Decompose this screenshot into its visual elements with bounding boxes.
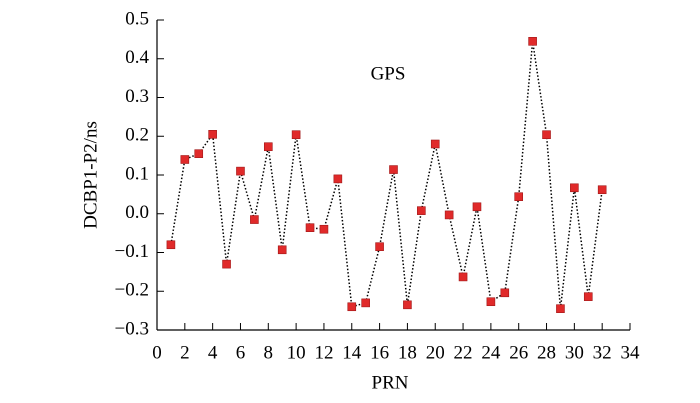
- x-axis-label: PRN: [372, 372, 409, 393]
- marker: [305, 223, 315, 232]
- marker: [570, 183, 579, 193]
- x-tick-label: 10: [287, 342, 306, 363]
- marker: [514, 192, 524, 201]
- marker: [500, 288, 510, 298]
- marker: [528, 37, 537, 46]
- x-tick-label: 30: [565, 342, 584, 363]
- marker: [389, 165, 398, 174]
- x-tick-label: 24: [481, 342, 501, 363]
- marker: [597, 185, 607, 195]
- marker: [180, 155, 190, 164]
- x-tick-label: 18: [398, 342, 417, 363]
- marker: [556, 304, 565, 313]
- marker: [542, 130, 551, 139]
- marker: [458, 272, 468, 282]
- y-tick-label: 0.2: [125, 125, 149, 146]
- marker: [291, 130, 301, 139]
- y-tick-label: 0.4: [125, 47, 149, 68]
- y-tick-label: −0.1: [115, 241, 149, 262]
- marker: [319, 224, 329, 234]
- x-tick-label: 0: [152, 342, 162, 363]
- y-tick-label: 0.0: [125, 202, 149, 223]
- y-axis-label: DCBP1-P2/ns: [80, 121, 101, 229]
- y-tick-label: 0.5: [125, 8, 149, 29]
- marker: [166, 240, 176, 250]
- x-tick-label: 6: [236, 342, 246, 363]
- x-tick-label: 20: [426, 342, 445, 363]
- x-tick-label: 22: [454, 342, 473, 363]
- marker: [222, 259, 231, 269]
- y-tick-label: 0.3: [125, 86, 149, 107]
- marker: [263, 142, 273, 152]
- x-tick-label: 12: [314, 342, 333, 363]
- marker: [486, 297, 496, 307]
- marker: [417, 206, 426, 215]
- series-line: [170, 41, 603, 309]
- x-tick-label: 16: [370, 342, 389, 363]
- marker: [472, 202, 482, 212]
- marker: [333, 174, 343, 184]
- x-tick-label: 14: [342, 342, 362, 363]
- y-tick-label: 0.1: [125, 163, 149, 184]
- x-tick-label: 8: [264, 342, 274, 363]
- marker: [208, 130, 217, 139]
- marker: [236, 166, 245, 176]
- marker: [444, 210, 454, 220]
- y-tick-label: −0.3: [115, 318, 149, 339]
- marker: [583, 292, 593, 301]
- x-tick-label: 34: [621, 342, 641, 363]
- marker: [250, 215, 259, 224]
- x-tick-label: 28: [537, 342, 556, 363]
- marker: [375, 242, 384, 251]
- marker: [194, 149, 204, 158]
- marker: [403, 300, 412, 310]
- y-tick-label: −0.2: [115, 280, 149, 301]
- marker: [361, 298, 370, 308]
- marker: [430, 139, 440, 149]
- marker: [347, 302, 357, 312]
- x-tick-label: 4: [208, 342, 218, 363]
- marker: [277, 245, 287, 255]
- annotation: GPS: [371, 63, 406, 84]
- x-tick-label: 32: [593, 342, 612, 363]
- x-tick-label: 2: [180, 342, 190, 363]
- x-tick-label: 26: [509, 342, 528, 363]
